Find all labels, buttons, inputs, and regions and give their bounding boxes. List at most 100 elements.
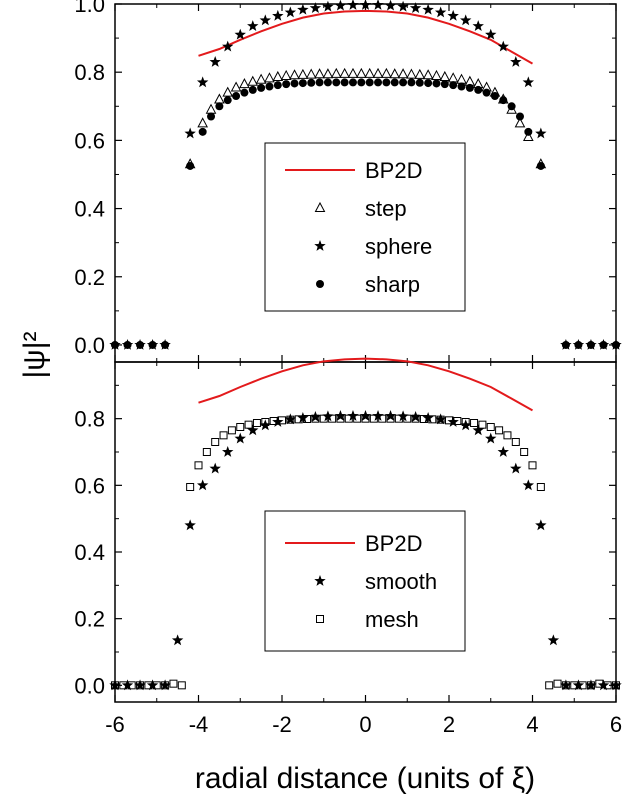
top-step-point [272, 70, 284, 81]
top-sharp-point [524, 127, 533, 136]
bottom-smooth-point [284, 413, 297, 425]
bottom-mesh-point [553, 679, 562, 688]
top-sphere-point [510, 55, 522, 67]
top-sharp-point [586, 340, 595, 349]
top-sharp-point [490, 92, 499, 101]
bottom-mesh-point [511, 438, 520, 446]
bottom-smooth-point [459, 419, 472, 431]
top-step-point [247, 75, 259, 86]
top-y-tick-label: 1.0 [74, 0, 105, 17]
bottom-mesh-point [152, 681, 161, 690]
top-step-point [314, 68, 325, 79]
x-tick-label: 0 [359, 712, 371, 737]
top-step-point [456, 73, 467, 84]
top-step-point [355, 67, 367, 78]
bottom-smooth-point [472, 424, 484, 436]
bottom-smooth-point [259, 419, 272, 431]
top-step-point [255, 73, 267, 84]
top-step-point [330, 67, 342, 78]
top-sharp-point [323, 78, 332, 87]
bottom-panel: 0.0 0.2 0.4 0.6 0.8 -6 -4 -2 0 2 4 6 BP2D smooth mesh [74, 357, 622, 737]
top-sharp-point [382, 78, 391, 87]
top-step-point [230, 81, 242, 92]
top-sharp-point [415, 78, 424, 87]
top-sphere-point [485, 28, 497, 40]
top-sharp-point [390, 78, 399, 87]
bottom-legend-box [264, 510, 466, 652]
top-step-point [297, 68, 309, 79]
top-sharp-point [148, 340, 157, 349]
bottom-smooth-point [409, 411, 422, 422]
bottom-y-tick-label: 0.8 [74, 407, 105, 432]
bottom-smooth-point [434, 413, 447, 425]
bottom-mesh-point [119, 681, 128, 690]
top-sphere-point [259, 14, 272, 26]
bottom-smooth-point [372, 410, 384, 421]
top-sharp-point [123, 340, 132, 349]
top-sharp-point [290, 79, 299, 88]
top-sphere-point [459, 14, 472, 26]
top-legend-label-BP2D: BP2D [365, 158, 422, 183]
top-sharp-point [507, 102, 516, 111]
top-sharp-point [407, 78, 416, 87]
bottom-smooth-point [510, 462, 522, 474]
bottom-smooth-point [272, 416, 284, 427]
top-sharp-point [136, 340, 145, 349]
bottom-mesh-point [503, 431, 512, 440]
top-sphere-point [409, 2, 422, 13]
top-sphere-point [347, 0, 359, 10]
top-step-point [397, 68, 409, 79]
top-step-point [431, 69, 442, 80]
bottom-smooth-point [497, 446, 509, 457]
bottom-smooth-point [322, 410, 334, 422]
bottom-mesh-point [269, 417, 278, 425]
top-sharp-point [207, 112, 216, 121]
bottom-mesh-point [219, 431, 228, 440]
top-legend-swatch-step [314, 201, 326, 212]
bottom-mesh-point [136, 681, 145, 690]
bottom-mesh-point [394, 414, 403, 423]
bottom-mesh-point [528, 461, 537, 470]
bottom-smooth-point [196, 479, 209, 491]
bottom-smooth-point [485, 432, 497, 444]
bottom-smooth-point [585, 679, 597, 691]
top-sharp-point [282, 80, 291, 89]
top-sharp-point [257, 83, 266, 92]
top-sharp-point [474, 85, 483, 94]
bottom-mesh-point [344, 414, 353, 423]
top-legend: BP2D step sphere sharp [264, 142, 466, 312]
bottom-mesh-point [478, 420, 487, 429]
bottom-mesh-point [570, 681, 579, 690]
bottom-smooth-point [247, 424, 259, 436]
top-sharp-point [111, 340, 119, 349]
y-axis-title: |ψ|² [18, 332, 51, 379]
top-step-point [381, 67, 392, 78]
x-tick-label: -4 [189, 712, 209, 737]
top-sphere-point [384, 0, 397, 11]
top-sphere-point [497, 40, 509, 52]
top-sharp-point [561, 340, 570, 349]
top-step-point [197, 117, 209, 128]
top-step-point [422, 69, 434, 80]
top-sharp-point [612, 340, 620, 349]
top-sharp-point [298, 79, 307, 88]
top-sphere-point [272, 9, 284, 21]
x-tick-label: -6 [105, 712, 125, 737]
top-sphere-point [447, 9, 459, 21]
bottom-y-tick-label: 0.4 [74, 540, 105, 565]
top-sharp-point [374, 78, 383, 87]
bottom-y-tick-label: 0.2 [74, 607, 105, 632]
bottom-smooth-point [234, 432, 246, 444]
bottom-smooth-point [447, 416, 459, 427]
bottom-smooth-point [109, 679, 121, 691]
top-sharp-point [440, 80, 449, 89]
top-sharp-point [449, 81, 458, 90]
bottom-mesh-point [127, 681, 136, 690]
bottom-mesh-point [419, 415, 428, 423]
top-sphere-point [297, 3, 309, 15]
top-sphere-point [472, 20, 484, 32]
top-legend-label-step: step [365, 196, 407, 221]
bottom-mesh-point [545, 681, 554, 690]
bottom-smooth-point [547, 634, 560, 646]
top-sphere-point [359, 0, 372, 10]
